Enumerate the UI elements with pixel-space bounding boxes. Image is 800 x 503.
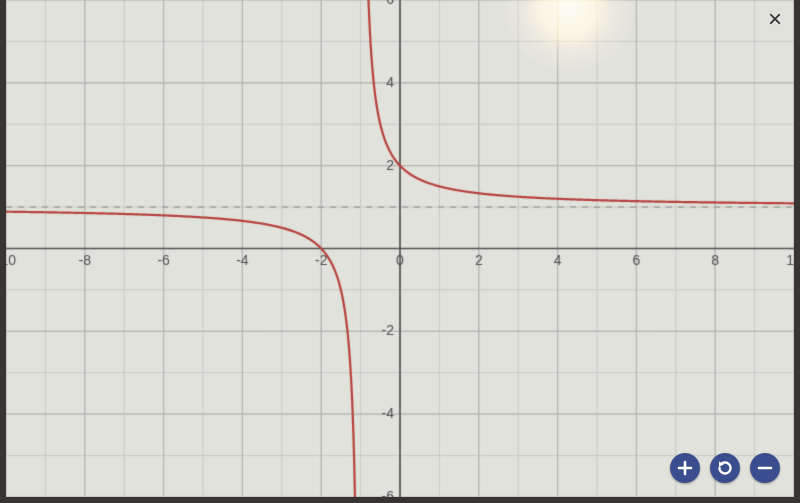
zoom-out-button[interactable] [750,453,780,483]
function-plot-canvas [6,0,794,497]
reset-icon [716,459,734,477]
close-button[interactable]: × [768,8,782,32]
minus-icon [757,460,773,476]
reset-button[interactable] [710,453,740,483]
chart-frame: × [6,0,794,497]
zoom-in-button[interactable] [670,453,700,483]
zoom-controls [670,453,780,483]
plus-icon [677,460,693,476]
